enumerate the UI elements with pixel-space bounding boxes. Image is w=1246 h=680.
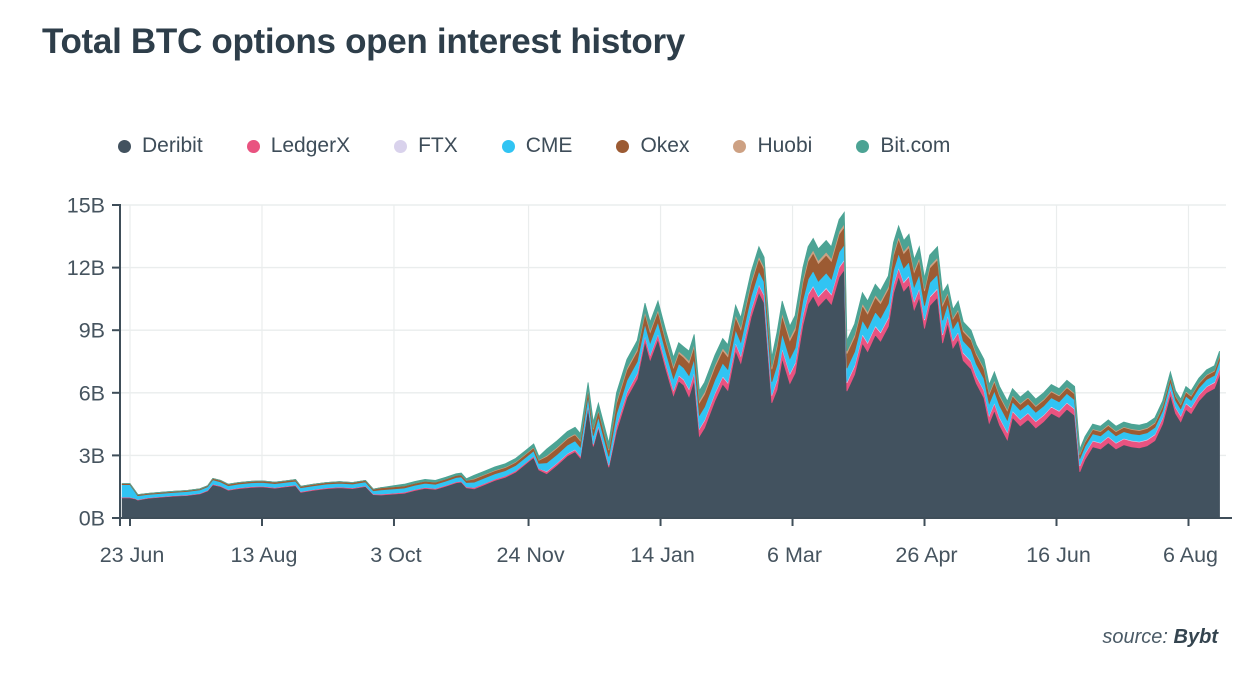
x-tick-label: 6 Mar	[767, 543, 822, 567]
chart-legend: Deribit LedgerX FTX CME Okex Huobi Bit.com	[118, 134, 950, 158]
legend-marker-ftx	[394, 139, 408, 153]
legend-label-okex: Okex	[640, 134, 690, 157]
legend-marker-bit-com	[856, 139, 870, 153]
y-tick-label: 15B	[67, 194, 105, 218]
legend-label-bit-com: Bit.com	[880, 134, 951, 157]
legend-marker-huobi	[733, 139, 747, 153]
y-tick-label: 9B	[79, 319, 105, 343]
y-tick-label: 6B	[79, 381, 105, 405]
legend-marker-cme	[501, 139, 515, 153]
source-name: Bybt	[1173, 626, 1218, 648]
legend-item-ftx[interactable]: FTX	[394, 134, 458, 158]
y-tick-label: 3B	[79, 444, 105, 468]
x-tick-label: 26 Apr	[895, 543, 957, 567]
x-tick-label: 24 Nov	[496, 543, 564, 567]
axes	[112, 204, 1232, 526]
legend-item-bit-com[interactable]: Bit.com	[856, 134, 950, 158]
legend-label-deribit: Deribit	[142, 134, 203, 157]
x-tick-label: 14 Jan	[630, 543, 695, 567]
legend-label-cme: CME	[525, 134, 573, 157]
x-tick-label: 16 Jun	[1026, 543, 1091, 567]
axis-labels: 0B 3B 6B 9B 12B 15B 23 Jun 13 Aug 3 Oct 24 Nov 14 …	[67, 194, 1218, 568]
x-tick-label: 3 Oct	[370, 543, 421, 567]
legend-marker-ledgerx	[246, 139, 260, 153]
legend-label-huobi: Huobi	[757, 134, 813, 157]
source-label: source:	[1102, 626, 1168, 648]
legend-item-cme[interactable]: CME	[501, 134, 573, 158]
area-series-bit-com	[122, 211, 1220, 496]
legend-item-deribit[interactable]: Deribit	[118, 134, 203, 158]
x-tick-label: 13 Aug	[231, 543, 298, 567]
y-tick-label: 12B	[67, 256, 105, 280]
legend-label-ledgerx: LedgerX	[270, 134, 351, 157]
y-tick-label: 0B	[79, 507, 105, 531]
x-tick-label: 23 Jun	[100, 543, 165, 567]
legend-item-huobi[interactable]: Huobi	[733, 134, 812, 158]
page-title: Total BTC options open interest history	[42, 22, 685, 61]
legend-marker-okex	[616, 139, 630, 153]
legend-marker-deribit	[118, 139, 131, 153]
legend-item-okex[interactable]: Okex	[616, 134, 689, 158]
source-credit: source: Bybt	[1102, 626, 1218, 649]
legend-item-ledgerx[interactable]: LedgerX	[246, 134, 351, 158]
legend-label-ftx: FTX	[418, 134, 458, 157]
x-tick-label: 6 Aug	[1163, 543, 1218, 567]
